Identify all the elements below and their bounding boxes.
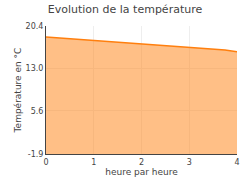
svg-text:3: 3: [187, 158, 192, 167]
svg-text:20.4: 20.4: [26, 22, 44, 31]
svg-text:2: 2: [139, 158, 144, 167]
svg-text:5.6: 5.6: [31, 107, 44, 116]
svg-text:heure par heure: heure par heure: [105, 167, 178, 177]
svg-text:13.0: 13.0: [26, 64, 44, 73]
svg-text:Evolution de la température: Evolution de la température: [48, 3, 203, 16]
svg-text:-1.9: -1.9: [28, 150, 44, 159]
svg-text:4: 4: [234, 158, 239, 167]
svg-text:0: 0: [43, 158, 48, 167]
svg-text:Température en °C: Température en °C: [13, 48, 23, 134]
svg-text:1: 1: [91, 158, 96, 167]
